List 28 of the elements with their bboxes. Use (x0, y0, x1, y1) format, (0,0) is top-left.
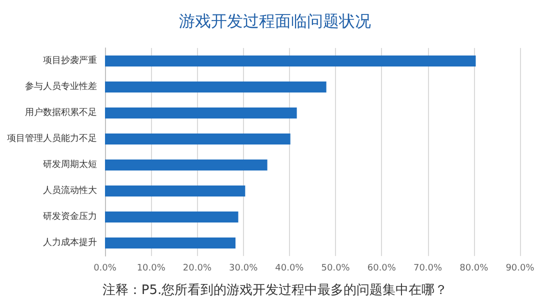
y-tick-label: 人力成本提升 (43, 237, 97, 248)
y-tick-label: 项目管理人员能力不足 (7, 133, 97, 144)
x-tick-label: 70.0% (413, 264, 443, 274)
y-tick-label: 项目抄袭严重 (43, 55, 97, 66)
bar (105, 212, 238, 222)
x-tick-label: 10.0% (136, 264, 166, 274)
y-tick-label: 用户数据积累不足 (25, 107, 97, 118)
bar (105, 56, 476, 66)
y-tick-label: 研发资金压力 (43, 211, 97, 222)
x-tick-label: 80.0% (460, 264, 489, 274)
bar (105, 238, 236, 248)
x-tick-label: 60.0% (367, 264, 396, 274)
bar (105, 134, 290, 144)
x-tick-label: 90.0% (506, 264, 535, 274)
text: 注释：P5.您所看到的游戏开发过程中最多的问题集中在哪？ (102, 283, 448, 298)
bar (105, 186, 246, 196)
bar (105, 160, 268, 170)
y-tick-label: 研发周期太短 (43, 159, 97, 170)
x-tick-label: 0.0% (94, 264, 117, 274)
x-tick-label: 20.0% (182, 264, 212, 274)
chart-title: 游戏开发过程面临问题状况 (179, 12, 371, 30)
y-tick-label: 参与人员专业性差 (25, 81, 97, 92)
x-tick-label: 30.0% (229, 264, 258, 274)
y-tick-label: 人员流动性大 (43, 185, 97, 196)
bar (105, 108, 297, 118)
bar (105, 82, 326, 92)
x-tick-label: 50.0% (321, 264, 350, 274)
x-tick-label: 40.0% (275, 264, 304, 274)
